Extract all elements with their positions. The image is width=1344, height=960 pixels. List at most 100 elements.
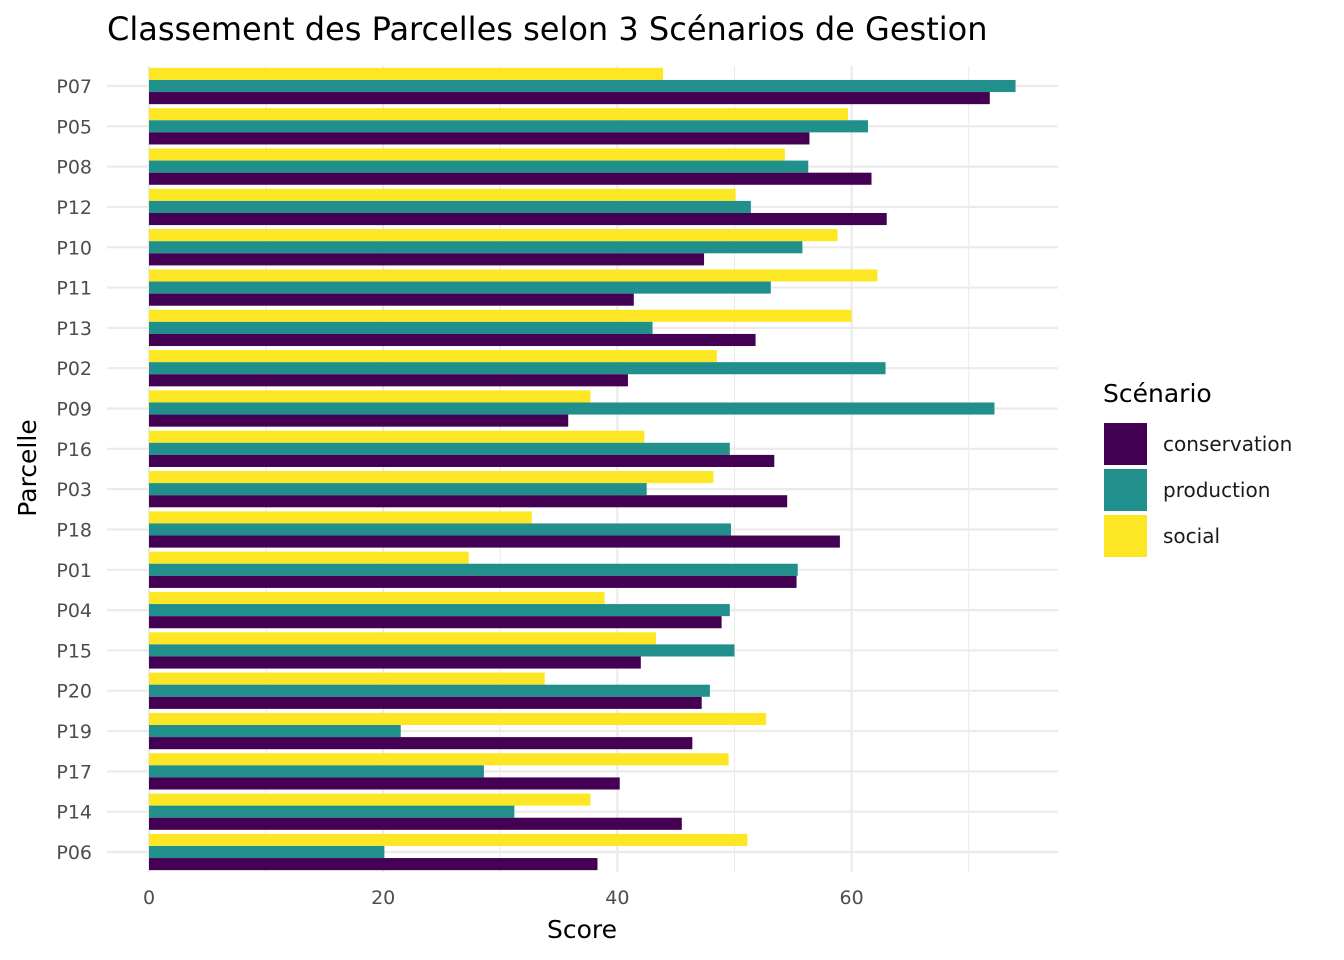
bar-conservation-P10: [149, 253, 705, 266]
bar-social-P05: [149, 108, 849, 121]
bar-social-P08: [149, 148, 785, 161]
bar-social-P09: [149, 390, 591, 403]
bar-production-P19: [149, 725, 401, 738]
y-tick-label: P11: [56, 278, 92, 300]
bar-conservation-P09: [149, 414, 569, 427]
y-tick-label: P09: [56, 399, 92, 421]
legend-key-social: [1104, 515, 1147, 557]
legend-label-social: social: [1163, 524, 1220, 548]
bar-social-P15: [149, 632, 657, 645]
y-tick-label: P14: [56, 802, 92, 824]
bar-conservation-P14: [149, 817, 682, 830]
bar-production-P18: [149, 523, 731, 536]
bar-production-P08: [149, 160, 809, 173]
bar-social-P03: [149, 471, 714, 484]
legend-key-conservation: [1104, 423, 1147, 465]
chart-title: Classement des Parcelles selon 3 Scénari…: [107, 10, 987, 48]
y-tick-label: P19: [56, 721, 92, 743]
bar-production-P07: [149, 79, 1016, 93]
x-tick-label: 0: [143, 887, 155, 909]
y-tick-label: P01: [56, 560, 92, 582]
x-tick-label: 20: [371, 887, 395, 909]
bar-conservation-P02: [149, 374, 628, 387]
y-tick-label: P02: [56, 358, 92, 380]
bar-social-P19: [149, 712, 767, 726]
bar-conservation-P12: [149, 212, 887, 226]
bar-social-P18: [149, 511, 532, 524]
bar-social-P14: [149, 793, 591, 806]
x-tick-labels: 0 20 40 60: [143, 887, 864, 909]
bar-social-P02: [149, 350, 717, 363]
y-tick-label: P06: [56, 842, 92, 864]
legend-label-production: production: [1163, 478, 1270, 502]
bar-conservation-P04: [149, 616, 722, 629]
y-tick-label: P05: [56, 116, 92, 138]
grid: [107, 66, 1058, 872]
bar-social-P04: [149, 591, 605, 605]
y-tick-label: P18: [56, 519, 92, 541]
bar-social-P16: [149, 430, 645, 443]
bar-conservation-P20: [149, 696, 702, 709]
y-tick-label: P12: [56, 197, 92, 219]
bar-conservation-P15: [149, 656, 641, 669]
bar-production-P02: [149, 362, 886, 375]
bar-conservation-P17: [149, 777, 620, 790]
bar-social-P10: [149, 229, 838, 242]
bar-production-P14: [149, 805, 515, 818]
y-tick-label: P08: [56, 157, 92, 179]
bar-conservation-P18: [149, 535, 840, 548]
y-tick-label: P17: [56, 761, 92, 783]
bar-production-P15: [149, 644, 735, 657]
bar-social-P12: [149, 188, 736, 201]
bar-production-P12: [149, 200, 751, 213]
legend: Scénario conservation production social: [1103, 379, 1292, 557]
bar-conservation-P19: [149, 737, 693, 750]
bar-production-P17: [149, 765, 484, 778]
y-tick-label: P20: [56, 681, 92, 703]
y-tick-label: P15: [56, 640, 92, 662]
bar-social-P11: [149, 269, 878, 282]
bar-conservation-P08: [149, 172, 872, 185]
bar-production-P13: [149, 321, 653, 334]
bar-production-P10: [149, 241, 803, 254]
bar-conservation-P07: [149, 92, 990, 105]
y-tick-label: P16: [56, 439, 92, 461]
bars: [149, 67, 1016, 871]
y-tick-label: P03: [56, 479, 92, 501]
bar-production-P09: [149, 402, 995, 415]
bar-production-P04: [149, 604, 730, 617]
bar-conservation-P13: [149, 333, 756, 347]
y-tick-label: P13: [56, 318, 92, 340]
legend-title: Scénario: [1103, 379, 1212, 408]
bar-social-P13: [149, 309, 852, 322]
y-tick-labels: P07 P05 P08 P12 P10 P11 P13 P02 P09 P16 P03 P18 P01 P…: [56, 76, 92, 864]
x-tick-label: 60: [840, 887, 864, 909]
y-tick-label: P10: [56, 237, 92, 259]
x-axis-title: Score: [547, 915, 617, 944]
bar-conservation-P05: [149, 132, 810, 145]
legend-label-conservation: conservation: [1163, 432, 1292, 456]
y-axis-title: Parcelle: [13, 419, 42, 516]
legend-key-production: [1104, 469, 1147, 511]
bar-production-P06: [149, 845, 385, 859]
bar-conservation-P16: [149, 454, 775, 467]
bar-production-P05: [149, 120, 868, 133]
bar-production-P01: [149, 563, 798, 576]
bar-production-P03: [149, 483, 647, 496]
y-tick-label: P04: [56, 600, 92, 622]
bar-social-P20: [149, 672, 545, 685]
x-tick-label: 40: [605, 887, 629, 909]
bar-production-P11: [149, 281, 771, 294]
bar-conservation-P03: [149, 495, 788, 508]
y-tick-label: P07: [56, 76, 92, 98]
bar-social-P06: [149, 833, 748, 846]
bar-conservation-P11: [149, 293, 634, 306]
bar-production-P20: [149, 684, 710, 697]
bar-social-P07: [149, 67, 664, 80]
bar-conservation-P01: [149, 575, 797, 588]
bar-production-P16: [149, 442, 730, 455]
bar-social-P01: [149, 551, 469, 564]
bar-social-P17: [149, 753, 729, 766]
bar-conservation-P06: [149, 858, 598, 871]
